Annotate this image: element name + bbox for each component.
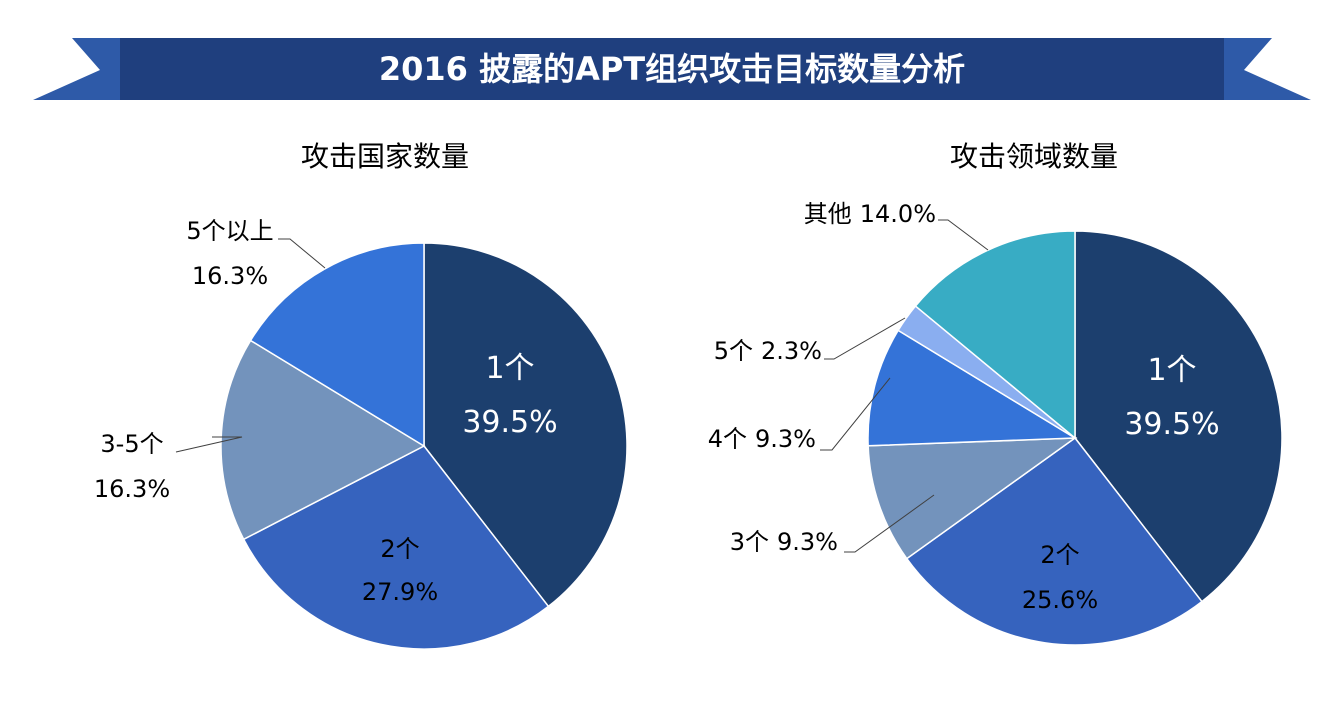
pie-slice-3 xyxy=(867,437,1078,560)
pie-slice-4 xyxy=(867,329,1078,447)
pie-slices xyxy=(867,230,1283,646)
chart-title: 攻击国家数量 xyxy=(301,140,469,173)
leader-lines xyxy=(820,219,989,553)
pie-slices xyxy=(220,242,628,650)
slice-label-name: 3个 xyxy=(730,528,769,556)
slice-label: 3个 9.3% xyxy=(730,528,838,556)
slice-label: 2个 xyxy=(380,535,419,563)
slice-label-name: 4个 xyxy=(708,425,747,453)
slice-labels: 1个 39.5% 2个 25.6% 3个 9.3% 4个 9.3% 5个 2.3% 其他 14.0% xyxy=(708,200,1220,614)
banner-left-ribbon xyxy=(33,38,128,100)
slice-pct: 25.6% xyxy=(1022,586,1098,614)
slice-pct: 16.3% xyxy=(192,262,268,290)
slice-pct: 2.3% xyxy=(761,337,822,365)
banner-bar xyxy=(120,38,1224,100)
leader-line xyxy=(824,317,906,360)
pie-slice-6 xyxy=(914,230,1076,440)
banner-right-ribbon xyxy=(1216,38,1311,100)
banner-title: 2016 披露的APT组织攻击目标数量分析 xyxy=(379,50,965,88)
slice-labels: 1个 39.5% 2个 27.9% 3-5个 16.3% 5个以上 16.3% xyxy=(94,217,558,606)
slice-label: 5个以上 xyxy=(186,217,273,245)
slice-pct: 39.5% xyxy=(462,405,557,440)
leader-line xyxy=(820,377,891,451)
slice-label: 1个 xyxy=(485,351,534,386)
leader-line xyxy=(278,238,326,269)
slice-label: 5个 2.3% xyxy=(714,337,822,365)
slice-label: 3-5个 xyxy=(100,430,163,458)
chart-country-count: 攻击国家数量 1个 39.5% 2个 27.9% 3-5个 16.3% 5个以上 16.3% xyxy=(94,140,628,650)
pie-slice-2 xyxy=(242,445,550,650)
slice-label: 其他 14.0% xyxy=(804,200,936,228)
slice-pct: 14.0% xyxy=(860,200,936,228)
chart-domain-count: 攻击领域数量 1个 39.5% 2个 25.6% 3个 9.3% 4个 9.3% 5个 2.3% 其… xyxy=(708,140,1283,646)
pie-slice-4 xyxy=(249,242,425,448)
slice-label: 1个 xyxy=(1147,353,1196,388)
slice-pct: 39.5% xyxy=(1124,407,1219,442)
slice-label-name: 5个 xyxy=(714,337,753,365)
pie-slice-1 xyxy=(1074,230,1283,603)
title-banner: 2016 披露的APT组织攻击目标数量分析 xyxy=(33,38,1311,100)
chart-title: 攻击领域数量 xyxy=(950,140,1118,173)
slice-pct: 27.9% xyxy=(362,578,438,606)
slice-pct: 16.3% xyxy=(94,475,170,503)
slice-label-name: 其他 xyxy=(804,200,852,228)
leader-line xyxy=(938,219,989,251)
leader-lines xyxy=(175,238,326,453)
leader-line xyxy=(844,494,935,553)
slice-pct: 9.3% xyxy=(755,425,816,453)
leader-line xyxy=(175,436,243,453)
pie-slice-1 xyxy=(423,242,628,608)
pie-slice-2 xyxy=(905,436,1203,646)
pie-slice-3 xyxy=(220,339,426,541)
slice-pct: 9.3% xyxy=(777,528,838,556)
slice-label: 4个 9.3% xyxy=(708,425,816,453)
slice-label: 2个 xyxy=(1040,541,1079,569)
